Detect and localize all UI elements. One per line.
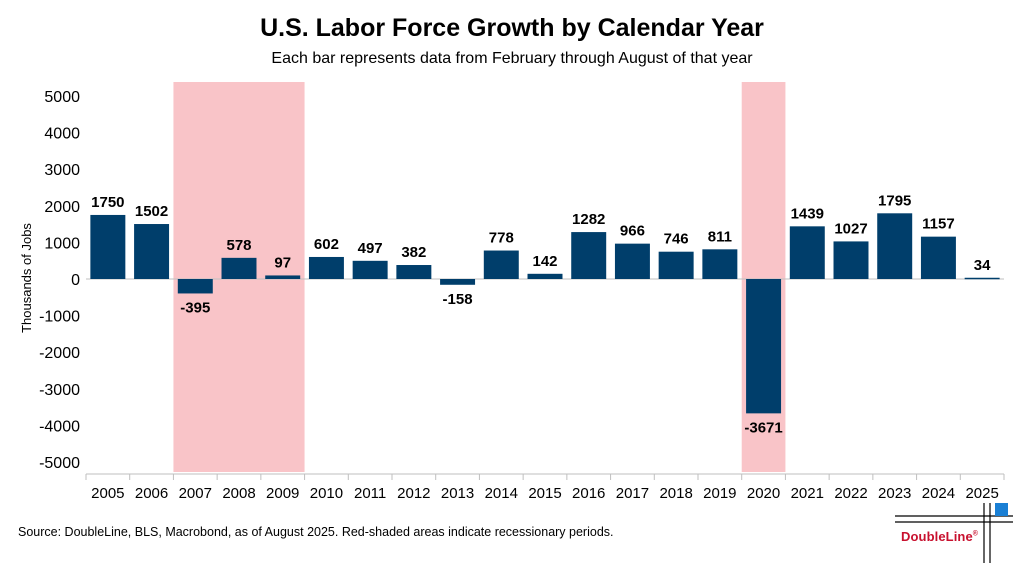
logo-text: DoubleLine®: [901, 529, 978, 544]
data-label-2020: -3671: [744, 419, 782, 436]
y-tick-label: -2000: [39, 345, 80, 362]
bar-2014: [483, 250, 519, 279]
y-tick-label: -4000: [39, 418, 80, 435]
data-label-2018: 746: [664, 231, 689, 248]
bar-2016: [571, 232, 607, 279]
bar-2005: [90, 214, 126, 279]
logo-text-name: DoubleLine: [901, 529, 973, 544]
data-label-2009: 97: [274, 254, 291, 271]
x-tick-label: 2006: [135, 485, 168, 502]
bars-layer: [90, 213, 1000, 414]
x-tick-label: 2022: [834, 485, 867, 502]
data-label-2005: 1750: [91, 194, 124, 211]
bar-2008: [221, 257, 257, 279]
x-tick-label: 2018: [659, 485, 692, 502]
bar-2009: [265, 275, 301, 279]
y-tick-label: 1000: [44, 235, 80, 252]
x-tick-label: 2023: [878, 485, 911, 502]
bar-2013: [440, 279, 476, 285]
data-labels-layer: 1750 1502 -395 578 97 602 497 382 -158 778 142 1282…: [91, 192, 991, 436]
y-tick-label: -5000: [39, 455, 80, 472]
y-tick-label: 5000: [44, 89, 80, 106]
x-tick-label: 2024: [922, 485, 955, 502]
bar-2017: [614, 243, 650, 279]
x-tick-label: 2012: [397, 485, 430, 502]
x-tick-label: 2020: [747, 485, 780, 502]
y-tick-label: 2000: [44, 199, 80, 216]
x-tick-label: 2005: [91, 485, 124, 502]
bar-2019: [702, 249, 738, 279]
data-label-2011: 497: [358, 240, 383, 257]
data-label-2024: 1157: [922, 216, 955, 233]
data-label-2021: 1439: [791, 205, 824, 222]
bar-2011: [352, 260, 388, 279]
x-tick-label: 2016: [572, 485, 605, 502]
bar-2015: [527, 273, 563, 279]
x-tick-label: 2014: [485, 485, 518, 502]
bar-2020: [746, 279, 782, 414]
data-label-2019: 811: [708, 228, 732, 245]
data-label-2025: 34: [974, 257, 991, 274]
x-tick-label: 2019: [703, 485, 736, 502]
data-label-2022: 1027: [834, 220, 867, 237]
bar-2024: [920, 236, 956, 279]
y-tick-label: -3000: [39, 382, 80, 399]
bar-2021: [789, 226, 825, 279]
data-label-2010: 602: [314, 236, 339, 253]
y-tick-label: 4000: [44, 126, 80, 143]
data-label-2013: -158: [443, 291, 473, 308]
data-label-2015: 142: [532, 253, 557, 270]
x-tick-label: 2011: [354, 485, 386, 502]
x-tick-label: 2009: [266, 485, 299, 502]
y-tick-label: 0: [71, 272, 80, 289]
x-tick-label: 2008: [222, 485, 255, 502]
bar-2012: [396, 265, 432, 279]
bar-2018: [658, 251, 694, 279]
bar-2025: [964, 277, 1000, 280]
x-tick-label: 2021: [791, 485, 824, 502]
x-tick-label: 2010: [310, 485, 343, 502]
x-tick-label: 2017: [616, 485, 649, 502]
data-label-2023: 1795: [878, 192, 911, 209]
chart-subtitle: Each bar represents data from February t…: [271, 50, 753, 67]
data-label-2006: 1502: [135, 203, 168, 220]
chart-title: U.S. Labor Force Growth by Calendar Year: [260, 14, 764, 42]
logo-registered-mark: ®: [972, 530, 979, 538]
data-label-2012: 382: [401, 244, 426, 261]
bar-2010: [308, 256, 344, 279]
x-tick-label: 2015: [528, 485, 561, 502]
x-tick-label: 2013: [441, 485, 474, 502]
y-tick-label: 3000: [44, 162, 80, 179]
data-label-2017: 966: [620, 223, 645, 240]
data-label-2016: 1282: [572, 211, 605, 228]
doubleline-logo-mark: [895, 503, 1013, 563]
x-tick-label: 2007: [179, 485, 212, 502]
x-tick-label: 2025: [965, 485, 998, 502]
bar-2006: [134, 224, 170, 279]
doubleline-logo: DoubleLine®: [895, 503, 1015, 563]
recession-band-2020-2020: [741, 82, 786, 472]
source-note: Source: DoubleLine, BLS, Macrobond, as o…: [18, 525, 614, 539]
data-label-2014: 778: [489, 230, 514, 247]
data-label-2007: -395: [180, 299, 210, 316]
data-label-2008: 578: [226, 237, 251, 254]
y-axis-title: Thousands of Jobs: [19, 223, 34, 333]
bar-2022: [833, 241, 869, 279]
y-tick-label: -1000: [39, 309, 80, 326]
bar-2023: [877, 213, 913, 279]
bar-2007: [177, 279, 213, 294]
